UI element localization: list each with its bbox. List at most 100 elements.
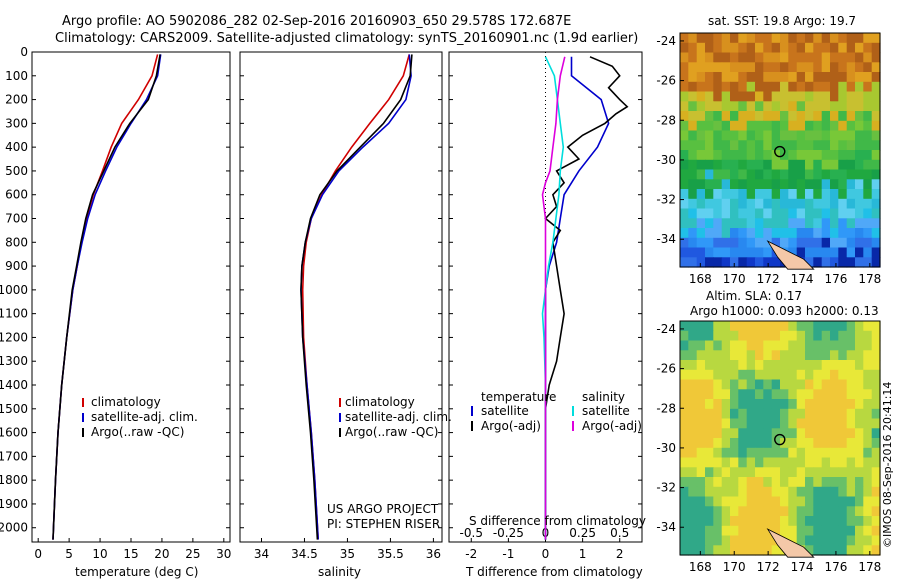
map-cell: [746, 350, 756, 361]
map-cell: [788, 360, 798, 371]
map-cell: [738, 62, 748, 73]
map-cell: [771, 321, 781, 332]
map-cell: [796, 428, 806, 439]
map-cell: [705, 369, 714, 381]
map-cell: [796, 228, 806, 239]
map-cell: [755, 321, 764, 332]
map-cell: [846, 360, 856, 371]
map-cell: [721, 52, 731, 63]
map-cell: [680, 62, 689, 73]
map-cell: [863, 247, 873, 258]
map-cell: [846, 72, 856, 83]
map-cell: [696, 169, 706, 180]
map-cell: [830, 408, 839, 420]
map-cell: [780, 130, 789, 141]
map-cell: [730, 369, 739, 381]
map-cell: [755, 179, 764, 190]
map-cell: [730, 130, 739, 141]
map-cell: [846, 218, 856, 229]
map-cell: [755, 516, 764, 527]
map-cell: [738, 247, 748, 258]
map-cell: [788, 33, 798, 44]
map-cell: [771, 486, 781, 498]
map-cell: [705, 516, 714, 527]
salinity-legend: climatology satellite-adj. clim. Argo(..…: [339, 395, 452, 439]
map-cell: [805, 428, 814, 439]
y-tick-label: 1200: [0, 330, 28, 344]
map-cell: [738, 525, 748, 537]
map-cell: [838, 399, 848, 410]
map-cell: [688, 477, 698, 488]
map-cell: [780, 228, 789, 239]
map-cell: [813, 81, 823, 93]
map-cell: [705, 42, 714, 54]
map-cell: [738, 257, 748, 268]
map-cell: [730, 389, 739, 400]
map-cell: [830, 467, 839, 478]
map-cell: [846, 101, 856, 112]
map-cell: [755, 169, 764, 180]
legend-label-argo: Argo(..raw -QC): [91, 425, 184, 439]
map-cell: [821, 447, 831, 459]
map-cell: [871, 42, 881, 54]
map-cell: [721, 535, 731, 546]
map-cell: [713, 111, 723, 122]
map-cell: [813, 130, 823, 141]
map-cell: [771, 101, 781, 112]
map-cell: [821, 535, 831, 546]
map-cell: [830, 42, 839, 54]
temperature-axis-label: temperature (deg C): [75, 565, 198, 579]
x-tick-label: -2: [465, 547, 477, 561]
map-cell: [688, 321, 698, 332]
map-cell: [696, 486, 706, 498]
map-cell: [763, 120, 773, 132]
map-cell: [730, 399, 739, 410]
map-cell: [838, 52, 848, 63]
s-tick-label: 0.25: [569, 526, 596, 540]
map-cell: [680, 247, 689, 258]
map-cell: [855, 369, 864, 381]
map-cell: [713, 379, 723, 390]
map-cell: [805, 360, 814, 371]
map-cell: [871, 545, 881, 556]
temperature-panel-frame: [31, 51, 231, 543]
map-x-tick-label: 170: [723, 272, 746, 286]
land-outline: [766, 528, 815, 558]
map-cell: [680, 516, 689, 527]
map-cell: [763, 516, 773, 527]
map-cell: [688, 447, 698, 459]
map-cell: [821, 389, 831, 400]
map-cell: [871, 120, 881, 132]
map-cell: [863, 350, 873, 361]
map-cell: [696, 477, 706, 488]
map-cell: [780, 101, 789, 112]
x-tick-label: 30: [216, 547, 231, 561]
map-cell: [830, 340, 839, 351]
map-cell: [780, 218, 789, 229]
map-cell: [763, 111, 773, 122]
map-cell: [780, 389, 789, 400]
map-cell: [763, 237, 773, 249]
map-cell: [730, 140, 739, 151]
map-cell: [813, 140, 823, 151]
map-cell: [713, 218, 723, 229]
map-cell: [696, 389, 706, 400]
map-cell: [796, 111, 806, 122]
map-cell: [746, 159, 756, 171]
map-cell: [871, 535, 881, 546]
map-cell: [796, 360, 806, 371]
map-cell: [763, 467, 773, 478]
map-cell: [788, 506, 798, 517]
map-cell: [871, 321, 881, 332]
map-cell: [813, 350, 823, 361]
map-cell: [855, 33, 864, 44]
map-cell: [863, 208, 873, 219]
map-cell: [855, 198, 864, 210]
map-cell: [771, 457, 781, 468]
map-cell: [705, 477, 714, 488]
map-cell: [813, 237, 823, 249]
map-cell: [705, 340, 714, 351]
map-y-tick-label: -30: [656, 441, 676, 455]
map-cell: [763, 72, 773, 83]
map-cell: [755, 130, 764, 141]
